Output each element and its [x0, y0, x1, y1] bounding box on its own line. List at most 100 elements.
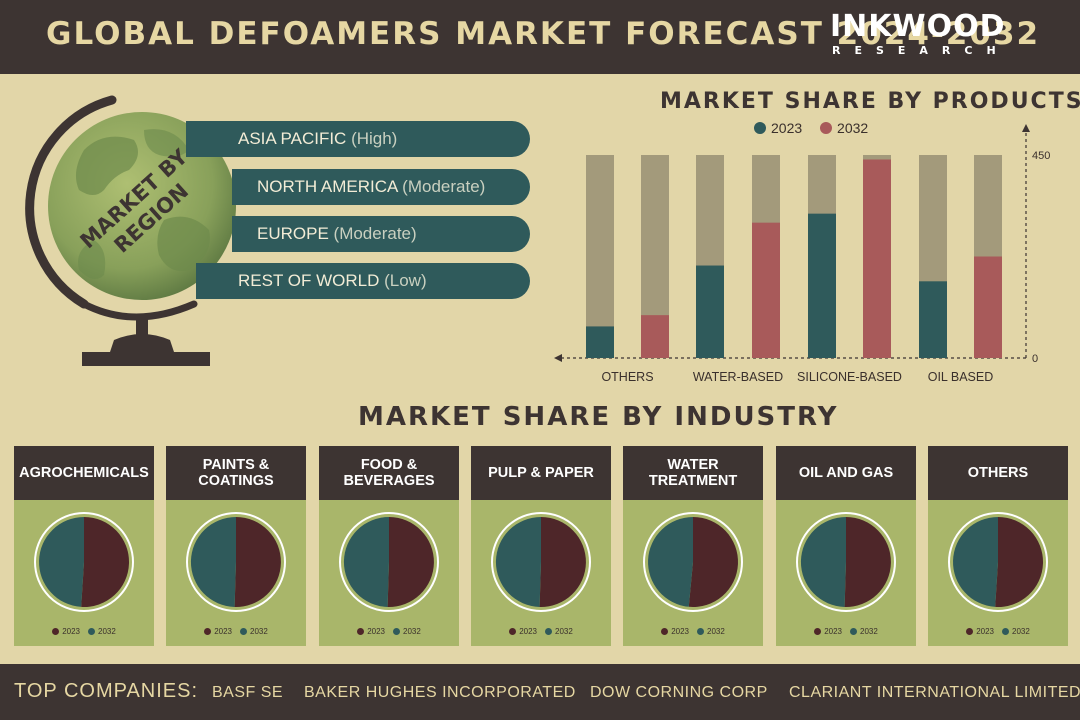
bar	[919, 281, 947, 358]
region-level: (Moderate)	[333, 224, 417, 243]
pie-ring	[186, 512, 286, 612]
industry-card-title: FOOD & BEVERAGES	[319, 446, 459, 500]
legend-dot	[509, 628, 517, 635]
legend-dot	[204, 628, 212, 635]
legend-item: 2023	[204, 627, 232, 636]
pie-slice-2023	[81, 517, 130, 607]
legend-item-2032: 2032	[820, 120, 868, 136]
pie-slice-2032	[343, 516, 389, 607]
legend-label: 2032	[837, 120, 869, 136]
y-tick-label: 450	[1032, 150, 1050, 162]
products-bar-chart: 0 450 OTHERS WATER-BASED SILICONE-BASED OIL B…	[554, 124, 1050, 384]
legend-item: 2032	[88, 627, 116, 636]
bar	[863, 159, 891, 358]
legend-label: 2023	[62, 627, 80, 636]
industry-card: FOOD & BEVERAGES 2023 2032	[319, 446, 459, 646]
pie-ring	[491, 512, 591, 612]
legend-dot	[754, 122, 766, 134]
legend-dot	[1002, 628, 1009, 635]
bar-track	[586, 155, 614, 358]
legend-label: 2032	[860, 627, 878, 636]
industry-card: WATER TREATMENT 2023 2032	[623, 446, 763, 646]
region-name: EUROPE	[257, 224, 329, 243]
region-item-north-america: NORTH AMERICA (Moderate)	[232, 169, 530, 205]
industry-card: PULP & PAPER 2023 2032	[471, 446, 611, 646]
legend-label: 2032	[98, 627, 116, 636]
legend-item: 2023	[52, 627, 80, 636]
industry-pie	[643, 512, 743, 612]
industry-pie	[948, 512, 1048, 612]
industry-card-title: OTHERS	[928, 446, 1068, 500]
industry-pie-legend: 2023 2032	[166, 627, 306, 636]
industry-card-title: PAINTS & COATINGS	[166, 446, 306, 500]
industry-pie-legend: 2023 2032	[14, 627, 154, 636]
region-item-asia-pacific: ASIA PACIFIC (High)	[186, 121, 530, 157]
legend-item: 2032	[1002, 627, 1030, 636]
bar	[641, 315, 669, 358]
legend-item: 2032	[545, 627, 573, 636]
industry-pie-legend: 2023 2032	[471, 627, 611, 636]
legend-label: 2023	[771, 120, 803, 136]
pie-slice-2032	[648, 517, 693, 607]
industry-chart-title: MARKET SHARE BY INDUSTRY	[358, 402, 839, 432]
legend-dot	[240, 628, 247, 635]
x-tick-label: WATER-BASED	[693, 370, 783, 384]
bar	[808, 213, 836, 358]
region-name: NORTH AMERICA	[257, 177, 398, 196]
y-axis-arrow-icon	[1022, 124, 1030, 132]
legend-dot	[814, 628, 822, 635]
x-axis-arrow-icon	[554, 354, 562, 362]
industry-card: OIL AND GAS 2023 2032	[776, 446, 916, 646]
industry-card: PAINTS & COATINGS 2023 2032	[166, 446, 306, 646]
region-level: (High)	[351, 129, 398, 148]
legend-label: 2032	[250, 627, 268, 636]
pie-slice-2023	[539, 517, 586, 607]
company-name: CLARIANT INTERNATIONAL LIMITED	[789, 684, 1080, 701]
pie-slice-2032	[800, 516, 846, 607]
legend-dot	[820, 122, 833, 134]
industry-pie-legend: 2023 2032	[623, 627, 763, 636]
page-title: GLOBAL DEFOAMERS MARKET FORECAST 2024-20…	[46, 16, 1041, 52]
pie-ring	[339, 512, 439, 612]
legend-dot	[88, 628, 95, 635]
legend-item: 2023	[966, 627, 994, 636]
legend-dot	[661, 628, 669, 635]
pie-slice-2023	[234, 517, 281, 607]
legend-label: 2032	[1012, 627, 1030, 636]
legend-label: 2023	[367, 627, 385, 636]
pie-ring	[948, 512, 1048, 612]
legend-dot	[393, 628, 400, 635]
legend-label: 2023	[519, 627, 537, 636]
bar	[974, 256, 1002, 358]
products-legend: 2023 2032	[754, 120, 882, 136]
region-item-rest-of-world: REST OF WORLD (Low)	[196, 263, 530, 299]
region-item-europe: EUROPE (Moderate)	[232, 216, 530, 252]
industry-pie	[491, 512, 591, 612]
pie-slice-2023	[995, 517, 1044, 607]
industry-card-title: PULP & PAPER	[471, 446, 611, 500]
industry-card-title: AGROCHEMICALS	[14, 446, 154, 500]
legend-label: 2032	[555, 627, 573, 636]
x-tick-label: OIL BASED	[928, 370, 994, 384]
brand-logo: INKWOOD RESEARCH	[830, 10, 1030, 58]
y-tick-label: 0	[1032, 353, 1038, 365]
bar	[696, 265, 724, 358]
industry-card-title: OIL AND GAS	[776, 446, 916, 500]
legend-item: 2032	[697, 627, 725, 636]
industry-cards: AGROCHEMICALS 2023 2032 PAINTS & COATINGS 20…	[14, 446, 1074, 646]
industry-card: OTHERS 2023 2032	[928, 446, 1068, 646]
globe-icon: MARKET BY REGION	[25, 95, 236, 366]
pie-slice-2023	[844, 517, 891, 607]
region-level: (Moderate)	[402, 177, 486, 196]
legend-dot	[52, 628, 60, 635]
industry-pie-legend: 2023 2032	[928, 627, 1068, 636]
company-name: BAKER HUGHES INCORPORATED	[304, 684, 576, 701]
legend-label: 2023	[976, 627, 994, 636]
bar	[752, 222, 780, 358]
region-name: ASIA PACIFIC	[238, 129, 347, 148]
legend-label: 2023	[671, 627, 689, 636]
pie-ring	[796, 512, 896, 612]
legend-dot	[357, 628, 365, 635]
industry-pie	[339, 512, 439, 612]
legend-item: 2032	[393, 627, 421, 636]
